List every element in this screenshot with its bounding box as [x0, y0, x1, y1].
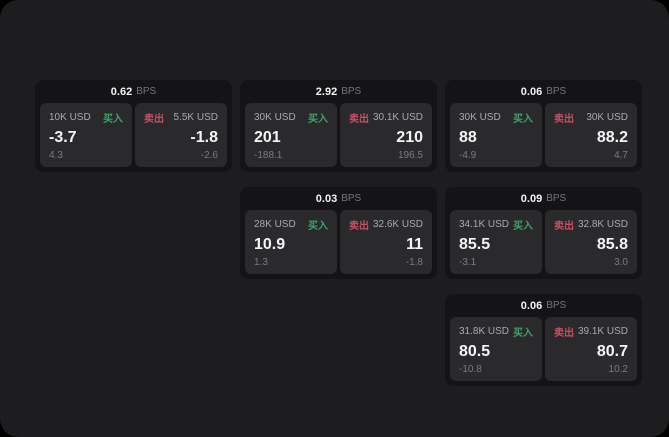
bps-header: 2.92 BPS — [240, 80, 437, 103]
sell-tag: 卖出 — [554, 328, 574, 339]
bps-header: 0.62 BPS — [35, 80, 232, 103]
buy-tag: 买入 — [103, 114, 123, 125]
sell-price: 88.2 — [596, 128, 628, 146]
bps-header: 0.06 BPS — [445, 294, 642, 317]
buy-amount: 31.8K USD — [459, 326, 510, 337]
sell-tag: 卖出 — [554, 221, 574, 232]
quote-card: 0.03 BPS 28K USD 买入 10.9 1.3 卖出 32.6K US… — [240, 187, 437, 279]
bps-unit-label: BPS — [341, 193, 362, 204]
sell-amount: 39.1K USD — [577, 326, 628, 337]
sell-quote-panel[interactable]: 卖出 5.5K USD -1.8 -2.6 — [135, 103, 227, 167]
sell-delta: 3.0 — [614, 257, 628, 268]
sell-delta: 196.5 — [397, 150, 423, 161]
buy-amount: 10K USD — [49, 112, 91, 123]
buy-price: 10.9 — [254, 235, 286, 253]
quote-card: 0.06 BPS 31.8K USD 买入 80.5 -10.8 卖出 39.1… — [445, 294, 642, 386]
quote-cards-grid: 0.62 BPS 10K USD 买入 -3.7 4.3 卖出 5.5K USD — [35, 80, 642, 386]
bps-header: 0.03 BPS — [240, 187, 437, 210]
buy-price: 85.5 — [459, 235, 491, 253]
sell-price: 210 — [396, 128, 423, 146]
bps-unit-label: BPS — [341, 86, 362, 97]
sell-amount: 30.1K USD — [372, 112, 423, 123]
sell-delta: -2.6 — [200, 150, 218, 161]
buy-price: 201 — [254, 128, 281, 146]
quote-card: 0.09 BPS 34.1K USD 买入 85.5 -3.1 卖出 32.8K… — [445, 187, 642, 279]
sell-amount: 30K USD — [586, 112, 628, 123]
bps-value: 0.06 — [520, 299, 543, 312]
bps-header: 0.06 BPS — [445, 80, 642, 103]
buy-delta: 4.3 — [49, 150, 63, 161]
buy-delta: -4.9 — [459, 150, 477, 161]
sell-tag: 卖出 — [144, 114, 164, 125]
buy-price: 88 — [459, 128, 477, 146]
sell-price: 11 — [406, 235, 423, 253]
buy-price: 80.5 — [459, 342, 491, 360]
buy-quote-panel[interactable]: 30K USD 买入 201 -188.1 — [245, 103, 337, 167]
buy-amount: 28K USD — [254, 219, 296, 230]
buy-price: -3.7 — [49, 128, 77, 146]
sell-amount: 5.5K USD — [173, 112, 218, 123]
sell-quote-panel[interactable]: 卖出 30K USD 88.2 4.7 — [545, 103, 637, 167]
bps-unit-label: BPS — [136, 86, 157, 97]
sell-quote-panel[interactable]: 卖出 39.1K USD 80.7 10.2 — [545, 317, 637, 381]
buy-quote-panel[interactable]: 10K USD 买入 -3.7 4.3 — [40, 103, 132, 167]
sell-delta: 4.7 — [614, 150, 628, 161]
quote-card: 0.06 BPS 30K USD 买入 88 -4.9 卖出 30K USD — [445, 80, 642, 172]
sell-quote-panel[interactable]: 卖出 32.8K USD 85.8 3.0 — [545, 210, 637, 274]
buy-delta: 1.3 — [254, 257, 268, 268]
buy-tag: 买入 — [513, 114, 533, 125]
sell-price: 85.8 — [596, 235, 628, 253]
sell-price: -1.8 — [190, 128, 218, 146]
bps-value: 0.06 — [520, 85, 543, 98]
sell-delta: 10.2 — [608, 364, 628, 375]
sell-tag: 卖出 — [554, 114, 574, 125]
sell-tag: 卖出 — [349, 221, 369, 232]
buy-amount: 30K USD — [459, 112, 501, 123]
buy-quote-panel[interactable]: 31.8K USD 买入 80.5 -10.8 — [450, 317, 542, 381]
buy-amount: 30K USD — [254, 112, 296, 123]
buy-tag: 买入 — [308, 114, 328, 125]
buy-tag: 买入 — [308, 221, 328, 232]
sell-quote-panel[interactable]: 卖出 32.6K USD 11 -1.8 — [340, 210, 432, 274]
buy-quote-panel[interactable]: 28K USD 买入 10.9 1.3 — [245, 210, 337, 274]
sell-quote-panel[interactable]: 卖出 30.1K USD 210 196.5 — [340, 103, 432, 167]
bps-value: 0.09 — [520, 192, 543, 205]
buy-delta: -3.1 — [459, 257, 477, 268]
buy-quote-panel[interactable]: 34.1K USD 买入 85.5 -3.1 — [450, 210, 542, 274]
bps-unit-label: BPS — [546, 86, 567, 97]
sell-tag: 卖出 — [349, 114, 369, 125]
quote-card: 0.62 BPS 10K USD 买入 -3.7 4.3 卖出 5.5K USD — [35, 80, 232, 172]
sell-amount: 32.6K USD — [372, 219, 423, 230]
bps-value: 2.92 — [315, 85, 338, 98]
quote-card: 2.92 BPS 30K USD 买入 201 -188.1 卖出 30.1K … — [240, 80, 437, 172]
buy-tag: 买入 — [513, 328, 533, 339]
buy-delta: -10.8 — [459, 364, 482, 375]
buy-quote-panel[interactable]: 30K USD 买入 88 -4.9 — [450, 103, 542, 167]
sell-delta: -1.8 — [405, 257, 423, 268]
bps-unit-label: BPS — [546, 193, 567, 204]
bps-value: 0.62 — [110, 85, 133, 98]
bps-value: 0.03 — [315, 192, 338, 205]
sell-price: 80.7 — [596, 342, 628, 360]
buy-delta: -188.1 — [254, 150, 283, 161]
bps-header: 0.09 BPS — [445, 187, 642, 210]
sell-amount: 32.8K USD — [577, 219, 628, 230]
bps-unit-label: BPS — [546, 300, 567, 311]
buy-tag: 买入 — [513, 221, 533, 232]
buy-amount: 34.1K USD — [459, 219, 510, 230]
